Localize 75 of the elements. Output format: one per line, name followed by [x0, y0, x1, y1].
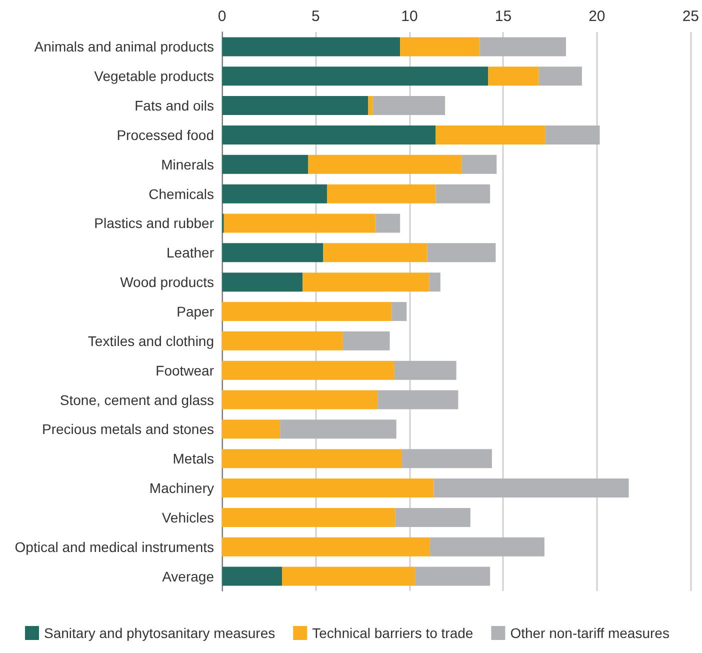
- bar: [392, 302, 407, 321]
- bar: [538, 66, 582, 86]
- y-tick-label: Chemicals: [148, 186, 214, 202]
- bar: [222, 66, 488, 86]
- bar: [436, 125, 546, 144]
- y-tick-label: Footwear: [156, 362, 214, 378]
- bar: [222, 184, 327, 204]
- y-tick-label: Vegetable products: [94, 68, 214, 84]
- bar: [427, 243, 496, 262]
- y-tick-label: Metals: [172, 450, 214, 467]
- bar: [222, 37, 400, 56]
- bar: [222, 508, 396, 527]
- legend-label: Other non-tariff measures: [510, 625, 670, 641]
- bar: [222, 125, 436, 144]
- x-tick-label: 15: [494, 8, 512, 25]
- y-tick-label: Machinery: [149, 480, 214, 496]
- bar: [394, 360, 456, 380]
- y-tick-label: Leather: [166, 244, 214, 261]
- y-tick-label: Average: [162, 568, 214, 584]
- bar: [222, 390, 378, 410]
- bar: [402, 449, 492, 468]
- x-tick-label: 10: [401, 8, 418, 25]
- bar: [372, 96, 446, 116]
- bar: [222, 272, 303, 292]
- x-tick-label: 25: [682, 8, 699, 25]
- bar: [222, 243, 324, 262]
- legend-label: Technical barriers to trade: [312, 625, 474, 641]
- bar: [222, 420, 280, 439]
- y-tick-label: Stone, cement and glass: [60, 392, 214, 408]
- bar: [222, 478, 434, 498]
- y-tick-label: Plastics and rubber: [94, 215, 214, 232]
- y-tick-label: Wood products: [120, 274, 214, 290]
- bar: [434, 478, 629, 498]
- bar: [378, 390, 458, 410]
- y-tick-label: Minerals: [161, 156, 214, 172]
- y-tick-label: Vehicles: [162, 509, 214, 526]
- bar: [368, 96, 373, 116]
- y-tick-label: Processed food: [116, 126, 214, 143]
- y-tick-label: Precious metals and stones: [42, 421, 214, 438]
- bar: [462, 154, 497, 174]
- bar: [224, 214, 376, 233]
- bar: [308, 154, 462, 174]
- y-tick-label: Paper: [176, 304, 214, 320]
- bar: [280, 420, 396, 439]
- bar: [222, 331, 343, 350]
- bar: [302, 272, 430, 292]
- bar: [222, 537, 430, 556]
- bar: [545, 125, 600, 144]
- bar: [430, 537, 544, 556]
- x-tick-label: 0: [218, 8, 226, 25]
- bar: [326, 184, 436, 204]
- y-tick-label: Textiles and clothing: [88, 332, 214, 349]
- bar: [488, 66, 539, 86]
- x-tick-label: 20: [588, 8, 606, 25]
- bar: [222, 360, 394, 380]
- bar: [222, 566, 282, 586]
- bar: [222, 154, 308, 174]
- bar: [222, 449, 402, 468]
- y-tick-label: Optical and medical instruments: [14, 538, 214, 555]
- y-tick-label: Fats and oils: [134, 98, 214, 114]
- bar: [282, 566, 416, 586]
- bar: [342, 331, 390, 350]
- bar: [395, 508, 470, 527]
- bar: [429, 272, 440, 292]
- bar: [415, 566, 490, 586]
- bar: [323, 243, 428, 262]
- y-tick-label: Animals and animal products: [34, 38, 214, 55]
- bar: [400, 37, 480, 56]
- bar: [376, 214, 400, 233]
- bar: [480, 37, 566, 56]
- bar: [436, 184, 490, 204]
- bar: [222, 302, 392, 321]
- legend-label: Sanitary and phytosanitary measures: [44, 625, 276, 641]
- bar: [222, 96, 368, 116]
- x-tick-label: 5: [312, 8, 320, 25]
